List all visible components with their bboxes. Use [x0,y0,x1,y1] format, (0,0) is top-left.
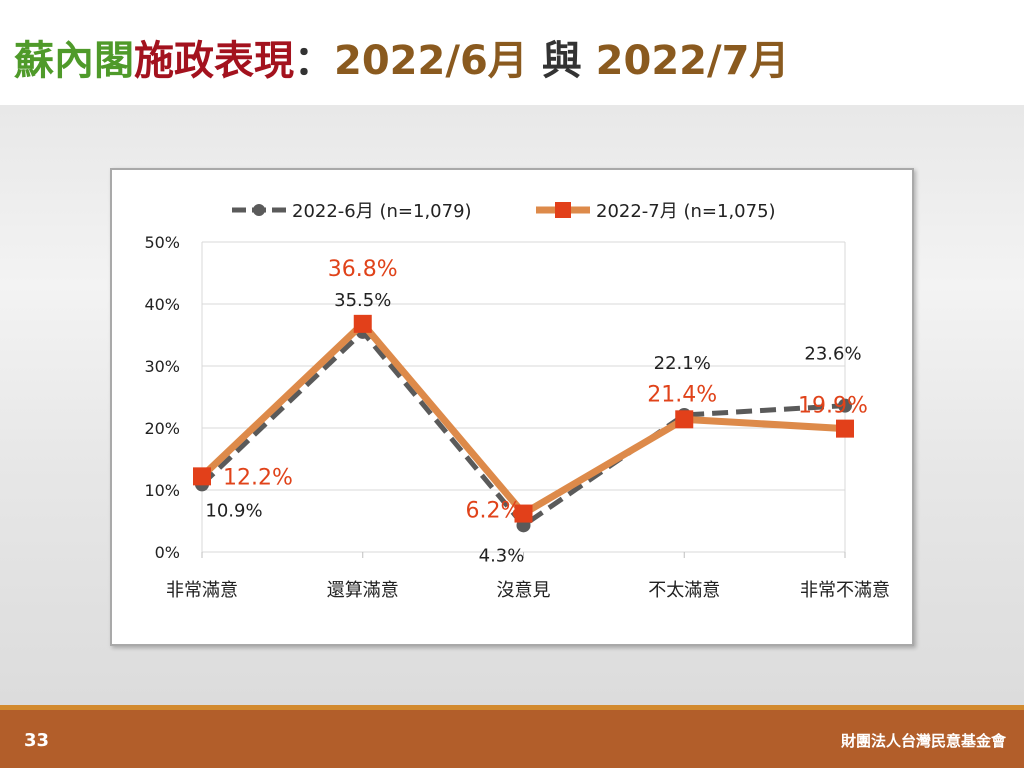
x-tick-label: 沒意見 [497,580,551,601]
data-label-july: 21.4% [647,382,717,407]
data-point-july [193,467,211,486]
x-tick-label: 不太滿意 [648,580,720,601]
x-tick-label: 非常滿意 [166,580,238,601]
title-topic: 施政表現 [134,38,294,84]
title-bar: 蘇內閣施政表現：2022/6月 與 2022/7月 [0,0,1024,105]
series-line-july [199,320,846,518]
page-title: 蘇內閣施政表現：2022/6月 與 2022/7月 [14,28,789,86]
data-point-july [514,504,533,523]
data-label-july: 12.2% [223,465,293,490]
y-tick-label: 40% [144,295,180,314]
data-point-july [675,410,694,429]
organization-name: 財團法人台灣民意基金會 [840,732,1006,750]
title-cabinet: 蘇內閣 [14,38,134,84]
data-label-june: 23.6% [804,344,861,365]
chart-panel: 0% 10% 20% 30% 40% 50% 非常滿意 還算滿意 沒意見 不太滿意 非常不滿意 10.… [110,168,914,646]
x-tick-label: 非常不滿意 [800,580,890,601]
title-conjunction: 與 [541,38,582,84]
title-period-july: 2022/7月 [595,38,790,84]
legend-marker-june [253,204,265,216]
y-tick-label: 50% [144,233,180,252]
y-tick-label: 0% [155,543,180,562]
data-point-july [836,419,854,438]
footer-accent-line [0,705,1024,710]
footer-bar: 33 財團法人台灣民意基金會 [0,710,1024,768]
page-number: 33 [24,730,50,751]
data-label-june: 4.3% [479,545,525,566]
data-label-july: 19.9% [798,394,868,419]
data-point-july [353,314,372,333]
data-label-july: 6.2% [466,499,522,524]
y-tick-label: 30% [144,357,180,376]
legend-label-july: 2022-7月 (n=1,075) [596,201,776,222]
y-tick-label: 20% [144,419,180,438]
data-label-june: 35.5% [334,290,391,311]
legend-marker-july [555,202,571,218]
title-period-june: 2022/6月 [334,38,528,84]
title-separator: ： [294,38,334,84]
x-tick-label: 還算滿意 [327,580,399,601]
legend-label-june: 2022-6月 (n=1,079) [292,201,472,222]
data-label-june: 22.1% [654,353,711,374]
series-line-june [200,329,846,528]
line-chart: 0% 10% 20% 30% 40% 50% 非常滿意 還算滿意 沒意見 不太滿意 非常不滿意 10.… [144,201,890,601]
data-label-june: 10.9% [205,500,262,521]
data-point-june [838,398,852,413]
y-tick-label: 10% [144,481,180,500]
data-label-july: 36.8% [328,257,398,282]
